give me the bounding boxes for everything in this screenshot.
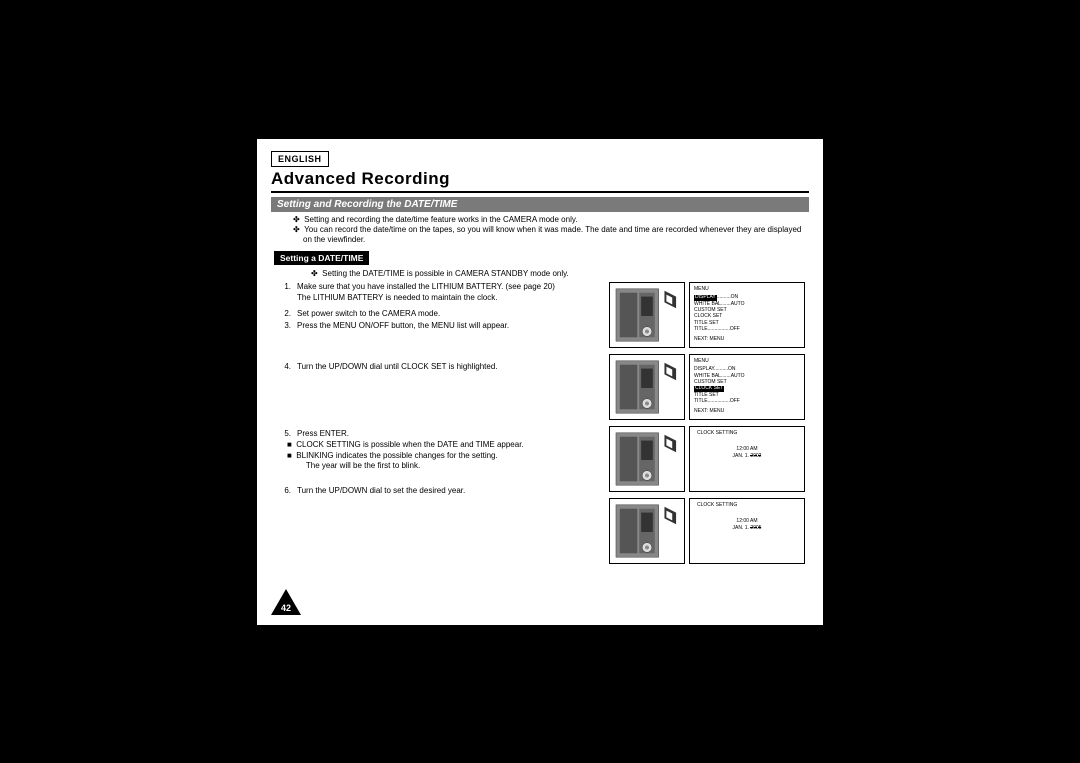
sub-text-2: The year will be the first to blink. [306,461,420,470]
menu-right: ON [728,366,736,372]
step-num: 2. [271,309,297,320]
menu-line: TITLE................OFF [694,326,800,332]
step-num: 4. [271,362,297,373]
menu-left: TITLE [694,326,708,332]
step-row: 6.Turn the UP/DOWN dial to set the desir… [271,486,603,497]
menu-left: DISPLAY [695,294,716,300]
note-text: Setting the DATE/TIME is possible in CAM… [322,269,569,278]
menu-right: ON [731,294,739,300]
menu-dots: .......... [714,366,728,372]
intro-block: ✤ Setting and recording the date/time fe… [271,215,809,246]
illus-row: MENU DISPLAY..........ON WHITE BAL......… [609,282,809,348]
section-heading: Setting and Recording the DATE/TIME [271,197,809,212]
step-row: 4.Turn the UP/DOWN dial until CLOCK SET … [271,362,603,373]
spacer [271,332,603,362]
step-text: Turn the UP/DOWN dial until CLOCK SET is… [297,362,603,373]
sub-text: BLINKING indicates the possible changes … [296,451,497,460]
hl-text: CLOCK SET [694,386,724,392]
menu-screen-2: MENU DISPLAY..........ON WHITE BAL......… [689,354,805,420]
menu-right: OFF [730,326,740,332]
page-number-badge: 42 [271,589,301,615]
menu-next: NEXT: MENU [694,408,800,414]
step-text: Turn the UP/DOWN dial to set the desired… [297,486,603,497]
step-text-a: Make sure that you have installed the LI… [297,282,555,291]
clock-title: CLOCK SETTING [694,502,737,508]
camera-illustration [609,354,685,420]
body-area: 1.Make sure that you have installed the … [271,282,809,564]
menu-dots: ................ [708,326,730,332]
blinking-year: 2002 [750,453,761,459]
camera-icon [610,427,684,491]
title-rule [271,191,809,193]
step-row: 3.Press the MENU ON/OFF button, the MENU… [271,321,603,332]
intro-text: Setting and recording the date/time feat… [304,215,577,224]
menu-right: OFF [730,398,740,404]
clock-screen-2: CLOCK SETTING 12:00 AM JAN. 1. 2005 [689,498,805,564]
camera-illustration [609,426,685,492]
blinking-year: 2005 [750,525,761,531]
camera-icon [610,499,684,563]
camera-icon [610,283,684,347]
date-pre: JAN. 1. [733,525,751,531]
clock-screen-1: CLOCK SETTING 12:00 AM JAN. 1. 2002 [689,426,805,492]
intro-bullet: ✤ You can record the date/time on the ta… [293,225,809,246]
language-box: ENGLISH [271,151,329,167]
step-text: Press ENTER. [297,429,603,440]
step-num: 1. [271,282,297,304]
clock-title: CLOCK SETTING [694,430,737,436]
menu-line: TITLE................OFF [694,398,800,404]
menu-title: MENU [694,286,800,292]
illus-row: MENU DISPLAY..........ON WHITE BAL......… [609,354,809,420]
sub-heading: Setting a DATE/TIME [274,251,369,265]
page-title: Advanced Recording [271,169,809,189]
menu-dots: ...... [722,373,730,379]
menu-screen-1: MENU DISPLAY..........ON WHITE BAL......… [689,282,805,348]
step-num: 3. [271,321,297,332]
menu-left: WHITE BAL. [694,301,722,307]
step-row: 1.Make sure that you have installed the … [271,282,603,304]
note-block: ✤ Setting the DATE/TIME is possible in C… [271,269,809,279]
camera-illustration [609,498,685,564]
sub-text: CLOCK SETTING is possible when the DATE … [296,440,523,449]
menu-title: MENU [694,358,800,364]
illustration-column: MENU DISPLAY..........ON WHITE BAL......… [609,282,809,564]
step-text-b: The LITHIUM BATTERY is needed to maintai… [297,293,498,302]
intro-text: You can record the date/time on the tape… [303,225,801,244]
step-row: 5.Press ENTER. [271,429,603,440]
manual-page: ENGLISH Advanced Recording Setting and R… [257,139,823,625]
menu-dots: ................ [708,398,730,404]
clock-date: JAN. 1. 2002 [733,453,762,459]
step-num: 6. [271,486,297,497]
step-num: 5. [271,429,297,440]
date-pre: JAN. 1. [733,453,751,459]
menu-left: WHITE BAL. [694,373,722,379]
clock-date: JAN. 1. 2005 [733,525,762,531]
spacer [271,373,603,429]
menu-right: AUTO [731,301,745,307]
spacer [271,472,603,486]
page-number: 42 [281,603,291,613]
step-text: Set power switch to the CAMERA mode. [297,309,603,320]
menu-dots: .......... [717,294,731,300]
illus-row: CLOCK SETTING 12:00 AM JAN. 1. 2005 [609,498,809,564]
intro-bullet: ✤ Setting and recording the date/time fe… [293,215,809,225]
camera-illustration [609,282,685,348]
step-text: Press the MENU ON/OFF button, the MENU l… [297,321,603,332]
steps-column: 1.Make sure that you have installed the … [271,282,609,564]
menu-next: NEXT: MENU [694,336,800,342]
sub-bullet: ■ CLOCK SETTING is possible when the DAT… [271,440,603,451]
camera-icon [610,355,684,419]
step-row: 2.Set power switch to the CAMERA mode. [271,309,603,320]
sub-bullet: ■ BLINKING indicates the possible change… [271,451,603,473]
illus-row: CLOCK SETTING 12:00 AM JAN. 1. 2002 [609,426,809,492]
triangle-icon: 42 [271,589,301,615]
menu-dots: ...... [722,301,730,307]
menu-left: TITLE [694,398,708,404]
note-bullet: ✤ Setting the DATE/TIME is possible in C… [311,269,809,279]
menu-left: DISPLAY [694,366,714,372]
step-text: Make sure that you have installed the LI… [297,282,603,304]
menu-right: AUTO [731,373,745,379]
